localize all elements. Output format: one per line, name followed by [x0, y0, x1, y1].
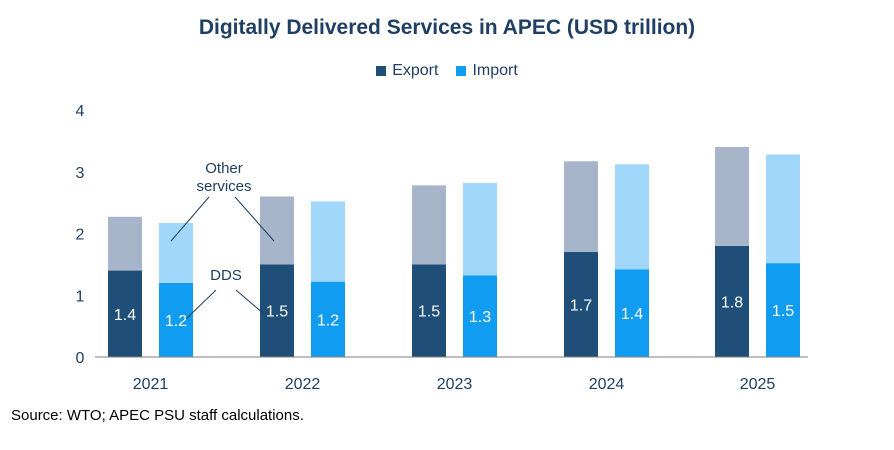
annotation-other-services: Other	[205, 160, 243, 177]
annotation-leader-dds-export	[235, 289, 265, 315]
legend-label-export: Export	[392, 62, 439, 79]
bar-import-dds-2023	[463, 275, 497, 357]
source-note: Source: WTO; APEC PSU staff calculations…	[11, 407, 304, 424]
legend-item-export: Export	[376, 62, 438, 80]
legend-item-import: Import	[456, 62, 518, 80]
y-tick-label: 3	[76, 165, 85, 182]
annotation-leader-other-export	[234, 196, 275, 242]
x-tick-label: 2021	[133, 376, 169, 393]
y-tick-label: 2	[76, 227, 85, 244]
bar-export-dds-2025	[715, 245, 749, 357]
data-label-import-2023: 1.3	[469, 309, 491, 326]
bar-import-dds-2024	[615, 269, 649, 357]
x-tick-label: 2025	[740, 376, 776, 393]
bar-import-other-2024	[615, 164, 649, 270]
annotation-other-services: services	[196, 178, 251, 195]
legend-swatch-export	[376, 66, 387, 76]
bar-export-other-2023	[412, 185, 446, 265]
bar-export-other-2025	[715, 147, 749, 246]
bar-export-dds-2021	[108, 270, 142, 357]
bar-import-other-2025	[766, 154, 800, 264]
annotation-leader-other-import	[170, 196, 210, 242]
bar-export-dds-2023	[412, 264, 446, 357]
data-label-import-2021: 1.2	[165, 313, 187, 330]
bar-export-dds-2024	[564, 252, 598, 357]
legend: Export Import	[0, 62, 894, 80]
y-tick-label: 4	[76, 103, 85, 120]
data-label-export-2023: 1.5	[418, 304, 440, 321]
bar-import-dds-2021	[159, 282, 193, 357]
x-tick-label: 2022	[285, 376, 321, 393]
y-tick-label: 1	[76, 288, 85, 305]
bar-export-other-2021	[108, 216, 142, 271]
bar-import-other-2023	[463, 182, 497, 276]
x-tick-label: 2024	[589, 376, 625, 393]
bar-export-dds-2022	[260, 264, 294, 357]
data-label-export-2025: 1.8	[721, 294, 743, 311]
bar-import-other-2022	[311, 201, 345, 282]
bar-export-other-2022	[260, 196, 294, 265]
data-label-import-2024: 1.4	[621, 306, 643, 323]
data-label-export-2021: 1.4	[114, 307, 136, 324]
data-label-export-2024: 1.7	[570, 298, 592, 315]
legend-label-import: Import	[472, 62, 518, 79]
annotation-leader-dds-import	[185, 289, 217, 320]
data-label-import-2022: 1.2	[317, 312, 339, 329]
bar-import-other-2021	[159, 223, 193, 283]
x-tick-label: 2023	[437, 376, 473, 393]
bar-import-dds-2025	[766, 263, 800, 357]
y-tick-label: 0	[76, 350, 85, 367]
data-label-import-2025: 1.5	[772, 303, 794, 320]
data-label-export-2022: 1.5	[266, 304, 288, 321]
bar-import-dds-2022	[311, 281, 345, 357]
annotation-dds: DDS	[210, 267, 242, 284]
legend-swatch-import	[456, 66, 467, 76]
chart-title: Digitally Delivered Services in APEC (US…	[198, 16, 696, 39]
bar-export-other-2024	[564, 161, 598, 253]
